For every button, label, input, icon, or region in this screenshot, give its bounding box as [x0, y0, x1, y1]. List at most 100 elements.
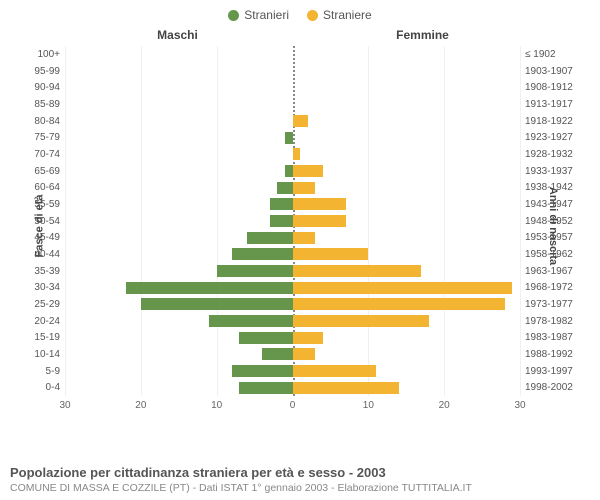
- bar-male: [247, 232, 293, 244]
- age-label: 50-54: [20, 216, 60, 227]
- age-label: 75-79: [20, 132, 60, 143]
- age-label: 55-59: [20, 199, 60, 210]
- bar-male: [285, 132, 293, 144]
- birth-label: ≤ 1902: [525, 49, 580, 60]
- birth-label: 1978-1982: [525, 316, 580, 327]
- bar-female: [293, 232, 316, 244]
- bar-male: [262, 348, 292, 360]
- x-tick: 30: [59, 400, 70, 411]
- bar-female: [293, 148, 301, 160]
- chart-title: Popolazione per cittadinanza straniera p…: [10, 465, 590, 480]
- bar-male: [232, 365, 293, 377]
- bar-female: [293, 348, 316, 360]
- data-row: 25-291973-1977: [65, 296, 520, 313]
- bar-male: [277, 182, 292, 194]
- bar-male: [239, 382, 292, 394]
- bar-female: [293, 165, 323, 177]
- x-tick: 0: [290, 400, 296, 411]
- data-row: 100+≤ 1902: [65, 46, 520, 63]
- birth-label: 1913-1917: [525, 99, 580, 110]
- data-row: 70-741928-1932: [65, 146, 520, 163]
- data-row: 0-41998-2002: [65, 379, 520, 396]
- age-label: 100+: [20, 49, 60, 60]
- data-row: 15-191983-1987: [65, 329, 520, 346]
- bar-female: [293, 215, 346, 227]
- legend-male-label: Stranieri: [244, 8, 289, 22]
- rows-container: 100+≤ 190295-991903-190790-941908-191285…: [65, 46, 520, 396]
- data-row: 10-141988-1992: [65, 346, 520, 363]
- age-label: 85-89: [20, 99, 60, 110]
- x-tick: 20: [439, 400, 450, 411]
- x-axis: 3020100102030: [65, 400, 520, 414]
- birth-label: 1983-1987: [525, 332, 580, 343]
- bar-female: [293, 382, 399, 394]
- data-row: 35-391963-1967: [65, 263, 520, 280]
- bar-female: [293, 298, 505, 310]
- age-label: 30-34: [20, 282, 60, 293]
- bar-female: [293, 248, 369, 260]
- data-row: 90-941908-1912: [65, 79, 520, 96]
- age-label: 0-4: [20, 382, 60, 393]
- data-row: 55-591943-1947: [65, 196, 520, 213]
- birth-label: 1923-1927: [525, 132, 580, 143]
- age-label: 90-94: [20, 82, 60, 93]
- birth-label: 1948-1952: [525, 216, 580, 227]
- age-label: 20-24: [20, 316, 60, 327]
- bar-female: [293, 115, 308, 127]
- bar-male: [239, 332, 292, 344]
- legend-male-swatch: [228, 10, 239, 21]
- data-row: 40-441958-1962: [65, 246, 520, 263]
- bar-female: [293, 282, 513, 294]
- data-row: 80-841918-1922: [65, 113, 520, 130]
- bar-female: [293, 198, 346, 210]
- data-row: 85-891913-1917: [65, 96, 520, 113]
- column-headers: Maschi Femmine: [20, 28, 580, 42]
- header-female: Femmine: [300, 28, 580, 42]
- plot-area: 100+≤ 190295-991903-190790-941908-191285…: [65, 46, 520, 396]
- bar-male: [126, 282, 293, 294]
- birth-label: 1908-1912: [525, 82, 580, 93]
- data-row: 95-991903-1907: [65, 63, 520, 80]
- age-label: 40-44: [20, 249, 60, 260]
- chart-subtitle: COMUNE DI MASSA E COZZILE (PT) - Dati IS…: [10, 482, 590, 494]
- birth-label: 1968-1972: [525, 282, 580, 293]
- age-label: 95-99: [20, 66, 60, 77]
- chart: Maschi Femmine Fasce di età Anni di nasc…: [20, 26, 580, 426]
- birth-label: 1963-1967: [525, 266, 580, 277]
- age-label: 65-69: [20, 166, 60, 177]
- age-label: 45-49: [20, 232, 60, 243]
- age-label: 15-19: [20, 332, 60, 343]
- bar-female: [293, 332, 323, 344]
- bar-female: [293, 265, 422, 277]
- birth-label: 1988-1992: [525, 349, 580, 360]
- bar-male: [270, 198, 293, 210]
- age-label: 70-74: [20, 149, 60, 160]
- bar-male: [285, 165, 293, 177]
- x-tick: 20: [135, 400, 146, 411]
- bar-male: [270, 215, 293, 227]
- age-label: 25-29: [20, 299, 60, 310]
- birth-label: 1993-1997: [525, 366, 580, 377]
- data-row: 50-541948-1952: [65, 213, 520, 230]
- footer: Popolazione per cittadinanza straniera p…: [10, 465, 590, 494]
- bar-male: [217, 265, 293, 277]
- data-row: 5-91993-1997: [65, 363, 520, 380]
- legend-female-label: Straniere: [323, 8, 372, 22]
- birth-label: 1953-1957: [525, 232, 580, 243]
- bar-female: [293, 315, 430, 327]
- x-tick: 10: [211, 400, 222, 411]
- data-row: 65-691933-1937: [65, 163, 520, 180]
- bar-male: [232, 248, 293, 260]
- bar-male: [209, 315, 292, 327]
- data-row: 30-341968-1972: [65, 279, 520, 296]
- bar-female: [293, 182, 316, 194]
- birth-label: 1998-2002: [525, 382, 580, 393]
- legend: Stranieri Straniere: [0, 0, 600, 26]
- age-label: 10-14: [20, 349, 60, 360]
- legend-female-swatch: [307, 10, 318, 21]
- data-row: 20-241978-1982: [65, 313, 520, 330]
- birth-label: 1933-1937: [525, 166, 580, 177]
- bar-male: [141, 298, 293, 310]
- age-label: 5-9: [20, 366, 60, 377]
- bar-female: [293, 365, 376, 377]
